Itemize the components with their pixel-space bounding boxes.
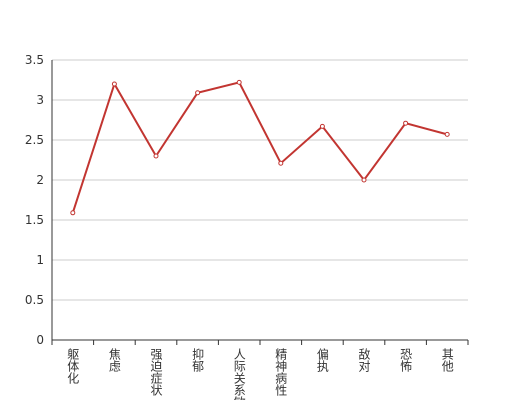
x-tick-label: 其他 [440,348,454,372]
y-tick-label: 3 [36,93,44,107]
point [111,81,117,87]
x-tick-label: 偏执 [315,347,329,373]
point [236,79,242,85]
y-tick-label: 3.5 [25,53,44,67]
point [70,210,76,216]
x-tick-label: 躯体化 [66,347,80,385]
x-tick-label: 人际关系敏感 [232,348,246,400]
point [444,131,450,137]
point [319,123,325,129]
line [71,81,448,214]
y-tick-label: 2 [36,173,44,187]
point [278,160,284,166]
y-tick-label: 1 [36,253,44,267]
y-tick-label: 1.5 [25,213,44,227]
x-tick-label: 敌对 [357,347,371,372]
y-tick-label: 2.5 [25,133,44,147]
point [153,153,159,159]
x-tick-label: 恐怖 [399,348,413,372]
y-tick-label: 0.5 [25,293,44,307]
x-tick-label: 强迫症状 [149,348,163,396]
point [361,177,367,183]
y-tick-label: 0 [36,333,44,347]
x-tick-label: 焦虑 [107,348,121,372]
point [195,90,201,96]
x-tick-label: 精神病性 [274,348,288,397]
x-tick-label: 抑郁 [191,347,205,373]
point [403,120,409,126]
